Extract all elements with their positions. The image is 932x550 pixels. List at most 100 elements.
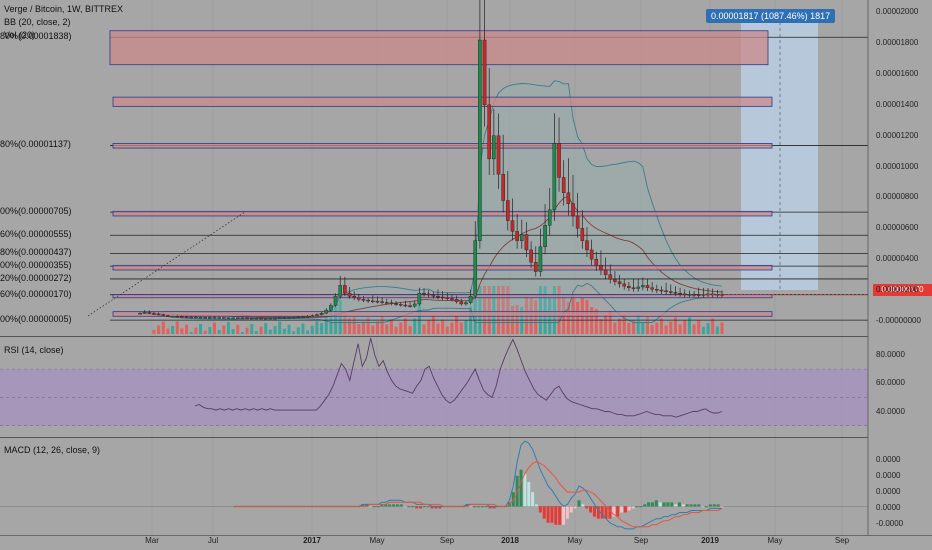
volume-bar [608,311,612,334]
macd-histogram-bar [585,506,589,509]
volume-bar [501,286,505,334]
volume-bar [659,318,663,334]
volume-bar [459,322,463,334]
macd-histogram-bar [562,506,566,525]
candle-body [543,225,547,248]
volume-bar [375,321,379,334]
x-tick-label: May [767,536,783,545]
macd-histogram-bar [372,506,376,508]
y-tick-label: 0.0000 [876,487,901,496]
candle-body [287,317,291,319]
candle-body [301,316,305,318]
macd-histogram-bar [415,506,419,509]
volume-indicator-label[interactable]: Vol (20) [4,30,36,40]
volume-bar [594,309,598,334]
volume-bar [180,328,184,334]
volume-bar [487,286,491,334]
fib-label: 00%(0.00000005) [0,314,72,325]
volume-bar [240,332,244,334]
macd-histogram-bar [589,506,593,513]
candle-body [655,289,659,291]
volume-bar [208,327,212,334]
candle-body [506,200,510,221]
candle-body [398,304,403,306]
macd-histogram-bar [623,506,627,513]
y-tick-label: 0.00000200 [876,285,919,295]
volume-bar [641,322,645,334]
measure-tooltip: 0.00001817 (1087.46%) 1817 [706,9,836,23]
volume-bar [473,286,477,334]
candle-body [282,317,287,319]
volume-bar [566,302,570,334]
fib-label: 80%(0.00001838) [0,31,72,42]
candle-body [175,316,180,318]
candle-body [296,316,301,319]
macd-histogram-bar [701,506,705,508]
candle-body [510,220,515,232]
volume-bar [152,330,156,334]
candle-body [375,300,380,303]
candle-body [589,249,594,260]
macd-indicator-label[interactable]: MACD (12, 26, close, 9) [4,445,101,455]
y-tick-label: 0.00002000 [876,7,919,17]
candle-body [254,317,259,320]
candle-body [240,317,245,320]
macd-histogram-bar [531,492,535,507]
volume-bar [445,326,449,334]
macd-histogram-bar [534,504,538,507]
macd-histogram-bar [685,504,689,507]
macd-histogram-bar [519,469,523,507]
candle-body [366,299,370,302]
candle-body [217,317,221,319]
volume-bar [268,329,272,334]
candle-body [426,293,431,296]
x-tick-label: Sep [834,536,850,545]
candle-body [138,312,142,315]
candle-body [599,265,603,271]
candle-body [561,177,566,194]
y-tick-label: 60.0000 [876,378,905,388]
candle-body [608,274,613,280]
volume-bar [552,286,556,334]
macd-histogram-bar [403,506,407,508]
candle-body [408,305,412,307]
candle-body [198,317,203,319]
candle-body [636,286,640,289]
volume-bar [287,324,291,334]
candle-body [189,316,194,319]
macd-histogram-bar [538,506,542,513]
macd-histogram-bar [388,504,392,507]
measure-box [741,22,818,290]
volume-bar [157,325,161,334]
candle-body [222,317,226,319]
volume-bar [189,332,193,334]
volume-bar [306,330,310,334]
fib-label: 60%(0.00000170) [0,288,72,299]
candle-body [673,292,678,294]
volume-bar [338,300,342,334]
fib-label: 60%(0.00000555) [0,229,72,240]
rsi-indicator-label[interactable]: RSI (14, close) [4,345,64,355]
volume-bar [664,325,668,334]
candle-body [482,39,487,106]
volume-bar [413,318,417,334]
candle-body [352,296,356,298]
fib-label: 80%(0.00001137) [0,139,71,150]
volume-bar [436,323,440,334]
y-tick-label: 0.0000 [876,503,901,512]
bb-indicator-label[interactable]: BB (20, close, 2) [4,17,71,27]
volume-bar [296,327,300,334]
candle-body [208,317,212,319]
candle-body [487,104,492,160]
candle-body [627,285,631,288]
candle-body [329,305,333,311]
volume-bar [687,317,691,334]
candle-body [166,315,170,317]
candle-body [319,312,324,315]
macd-histogram-bar [419,506,423,509]
macd-histogram-bar [654,500,658,507]
y-tick-label: 80.0000 [876,349,905,359]
volume-bar [394,326,398,334]
macd-histogram-bar [384,504,388,507]
